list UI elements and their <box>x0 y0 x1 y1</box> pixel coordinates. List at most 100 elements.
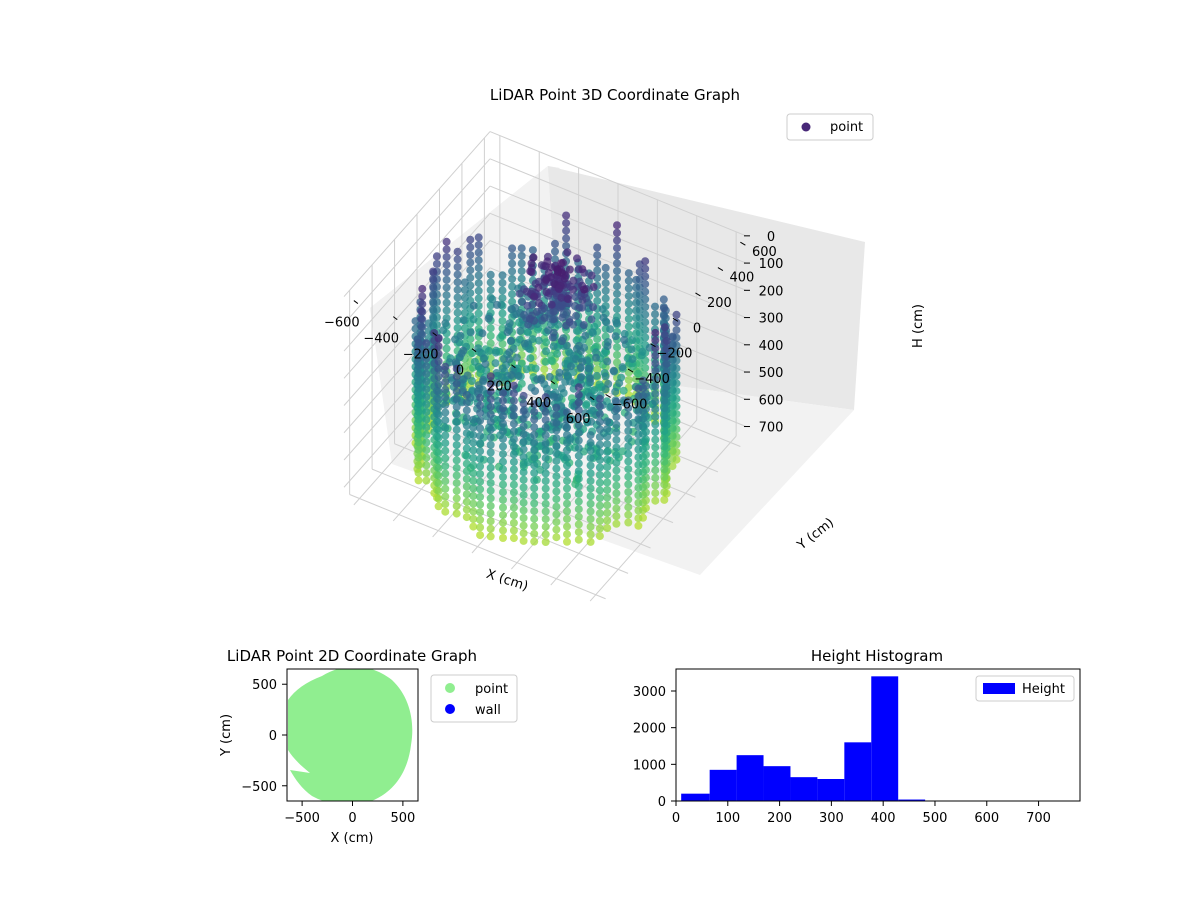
data-point <box>595 410 604 419</box>
data-point <box>662 375 671 384</box>
data-point <box>595 471 604 480</box>
data-point <box>414 369 423 378</box>
data-point <box>624 284 633 293</box>
data-point <box>499 465 507 474</box>
data-point <box>662 337 671 345</box>
data-point <box>613 244 621 253</box>
data-point <box>662 367 671 376</box>
data-point <box>476 439 485 448</box>
data-point <box>460 286 469 294</box>
y-tick-label-hist: 3000 <box>633 685 666 700</box>
data-point <box>453 293 462 302</box>
data-point <box>466 328 475 337</box>
data-point <box>422 346 431 355</box>
data-point <box>634 521 643 530</box>
data-point <box>624 442 633 451</box>
data-point <box>509 511 518 520</box>
data-point <box>624 434 633 443</box>
data-point <box>530 529 539 538</box>
data-point <box>574 474 583 483</box>
data-point <box>469 423 478 432</box>
data-point <box>486 425 495 434</box>
data-point <box>462 413 471 422</box>
data-point <box>469 469 478 478</box>
data-point <box>486 448 495 457</box>
histogram-bar <box>844 742 872 801</box>
data-point <box>634 483 643 492</box>
y-tick <box>650 343 656 348</box>
data-point <box>422 415 431 424</box>
data-point <box>457 349 466 358</box>
legend-label-height: Height <box>1022 682 1065 697</box>
x-tick-label-hist: 0 <box>672 811 680 826</box>
data-point <box>432 252 441 261</box>
data-point <box>563 415 571 424</box>
data-point <box>462 474 471 483</box>
data-point <box>498 309 507 318</box>
data-point <box>422 469 431 477</box>
data-point <box>476 447 485 456</box>
data-point <box>530 514 539 523</box>
data-point <box>498 286 507 295</box>
data-point <box>476 500 485 509</box>
data-point <box>462 421 471 430</box>
data-point <box>603 342 612 351</box>
data-point <box>660 450 669 459</box>
data-point <box>612 489 621 498</box>
data-point <box>414 346 423 355</box>
data-point <box>486 494 495 503</box>
data-point <box>668 332 677 341</box>
data-point <box>434 395 443 404</box>
grid-line <box>489 131 747 237</box>
y-tick-label: −400 <box>634 372 670 387</box>
data-point <box>474 309 483 318</box>
data-point <box>603 455 612 464</box>
data-point <box>441 408 450 417</box>
data-point <box>602 318 611 327</box>
chart-2d: LiDAR Point 2D Coordinate Graph −500 0 500… <box>219 647 518 846</box>
data-point <box>486 524 495 533</box>
data-point <box>612 405 621 414</box>
data-point <box>641 364 650 372</box>
data-point <box>434 418 443 427</box>
legend-2d: point wall <box>430 674 518 723</box>
data-point <box>441 416 450 425</box>
data-point <box>458 375 467 384</box>
data-point <box>558 313 567 322</box>
data-point <box>414 461 423 470</box>
data-point <box>530 430 539 439</box>
data-point <box>634 437 643 446</box>
data-point <box>541 530 550 539</box>
data-point <box>530 453 539 462</box>
data-point <box>429 275 438 284</box>
data-point <box>613 251 621 260</box>
data-point <box>553 349 562 358</box>
data-point <box>499 404 507 413</box>
grid-line <box>343 212 491 379</box>
data-point <box>603 440 612 449</box>
data-point <box>613 228 621 237</box>
data-point <box>552 441 561 450</box>
data-point <box>541 477 550 485</box>
data-point <box>582 401 591 410</box>
data-point <box>486 278 495 287</box>
data-point <box>469 438 478 447</box>
data-point <box>612 466 621 475</box>
data-point <box>563 423 571 432</box>
data-point <box>474 286 483 295</box>
data-point <box>542 288 551 296</box>
data-point <box>627 345 636 354</box>
data-point <box>595 380 604 389</box>
data-point <box>422 453 431 462</box>
data-point <box>441 423 450 432</box>
x-tick-label: −400 <box>363 332 399 347</box>
data-point <box>563 514 571 523</box>
data-point <box>523 301 532 310</box>
data-point <box>624 503 633 512</box>
y-tick-label: 400 <box>729 271 754 286</box>
data-point <box>508 282 517 291</box>
data-point <box>548 333 557 342</box>
y-tick <box>717 267 724 271</box>
data-point <box>499 434 507 443</box>
data-point <box>551 239 559 248</box>
